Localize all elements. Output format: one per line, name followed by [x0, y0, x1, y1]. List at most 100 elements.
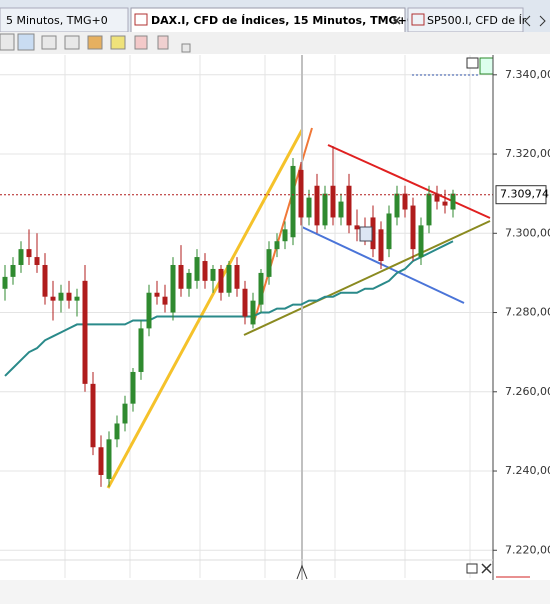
y-tick-label: 7.280,00	[505, 306, 550, 319]
candle-body	[210, 268, 216, 281]
candle-body	[90, 383, 96, 448]
candle-body	[50, 296, 56, 301]
tab-scroll[interactable]	[524, 15, 546, 27]
candle-body	[450, 193, 456, 210]
moving-average	[4, 240, 454, 377]
candle-body	[410, 205, 416, 250]
y-tick-label: 7.340,00	[505, 68, 550, 81]
candle-body	[202, 261, 208, 281]
tool-button[interactable]	[134, 35, 148, 50]
tab[interactable]	[407, 7, 524, 33]
candle-body	[418, 225, 424, 258]
close-button[interactable]	[481, 563, 492, 574]
tool-button[interactable]	[64, 35, 80, 50]
candle-body	[346, 185, 352, 226]
candle-body	[338, 201, 344, 218]
trend-line[interactable]	[301, 226, 465, 304]
tool-button[interactable]	[17, 33, 35, 51]
tool-button[interactable]	[157, 35, 169, 50]
trend-line[interactable]	[106, 129, 304, 489]
price-axis	[493, 55, 550, 580]
candle-body	[10, 264, 16, 277]
candle-body	[258, 272, 264, 305]
status-bar	[0, 580, 550, 604]
y-tick-label: 7.240,00	[505, 464, 550, 477]
price-axis-labels: 7.220,00 7.240,00 7.260,00 7.280,00 7.300,00…	[493, 68, 550, 556]
candle-body	[250, 300, 256, 325]
candle-body	[162, 296, 168, 305]
last-price-box	[495, 185, 547, 205]
home-button[interactable]	[479, 57, 494, 75]
candle-body	[274, 241, 280, 250]
candles	[0, 146, 493, 487]
candle-body	[138, 328, 144, 372]
trend-line[interactable]	[327, 144, 491, 219]
candle-body	[2, 276, 8, 289]
y-tick-label: 7.300,00	[505, 226, 550, 239]
tool-button[interactable]	[41, 35, 57, 50]
candle-body	[290, 165, 296, 238]
candle-body	[170, 264, 176, 313]
candle-body	[282, 229, 288, 242]
candle-body	[234, 264, 240, 289]
candle-body	[386, 213, 392, 250]
trend-line[interactable]	[243, 220, 491, 336]
candle-body	[74, 296, 80, 301]
candle-body	[330, 185, 336, 218]
y-tick-label: 7.220,00	[505, 543, 550, 556]
tool-button[interactable]	[87, 35, 103, 50]
tool-button[interactable]	[0, 33, 15, 51]
candle-body	[442, 201, 448, 206]
tab-icon	[411, 13, 425, 26]
time-marker[interactable]	[296, 564, 308, 580]
candle-body	[354, 225, 360, 230]
candle-body	[186, 272, 192, 289]
candle-body	[226, 264, 232, 293]
candle-body	[34, 257, 40, 265]
candle-body	[98, 447, 104, 475]
tab-label: 5 Minutos, TMG+0	[6, 14, 108, 27]
candle-body	[114, 423, 120, 440]
candle-body	[146, 292, 152, 329]
candle-body	[426, 193, 432, 226]
candle-body	[370, 217, 376, 250]
tab-label: DAX.I, CFD de Índices, 15 Minutos, TMG+0	[151, 14, 415, 27]
candle-body	[242, 288, 248, 317]
candle-body	[26, 249, 32, 258]
grid	[0, 55, 493, 578]
y-tick-label: 7.320,00	[505, 147, 550, 160]
maximize-button[interactable]	[466, 57, 479, 69]
tab-label: SP500.I, CFD de Ír	[427, 14, 527, 27]
candle-body	[266, 249, 272, 277]
candle-body	[322, 193, 328, 226]
last-price-label: 7.309,74	[500, 188, 549, 201]
candle-body	[106, 439, 112, 479]
candle-body	[194, 257, 200, 281]
tool-button[interactable]	[181, 43, 191, 53]
tab-close[interactable]	[392, 16, 401, 25]
candle-body	[378, 229, 384, 262]
tab-icon	[134, 13, 148, 26]
candle-body	[66, 292, 72, 301]
tab[interactable]	[0, 7, 129, 33]
candle-body	[18, 249, 24, 265]
candle-body	[218, 268, 224, 293]
candle-body	[42, 264, 48, 297]
toolbar-buttons[interactable]	[0, 33, 191, 53]
maximize-button[interactable]	[466, 563, 478, 574]
candle-body	[82, 280, 88, 384]
candle-body	[58, 292, 64, 301]
candle-body	[122, 403, 128, 424]
candle-body	[434, 193, 440, 202]
candle-body	[306, 197, 312, 218]
candle-body	[178, 264, 184, 289]
y-tick-label: 7.260,00	[505, 385, 550, 398]
tool-button[interactable]	[110, 35, 126, 50]
candle-body	[130, 371, 136, 404]
candle-body	[298, 169, 304, 218]
toolbar	[0, 32, 550, 54]
candle-body	[314, 185, 320, 226]
order-marker[interactable]	[359, 226, 373, 242]
